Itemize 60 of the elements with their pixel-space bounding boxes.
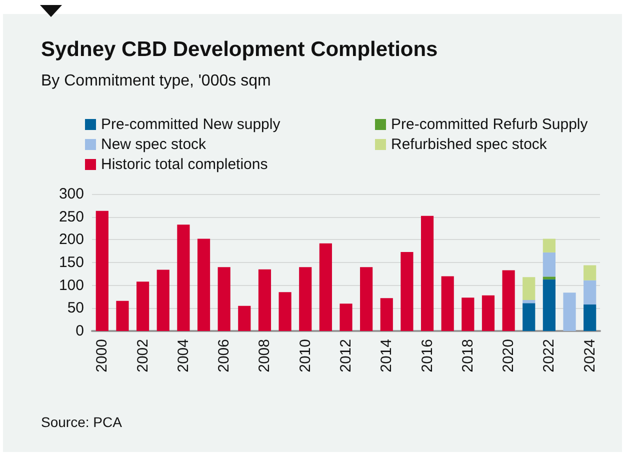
bar — [136, 282, 150, 331]
bar — [116, 300, 129, 331]
bar — [462, 298, 474, 331]
bar — [380, 298, 393, 331]
x-tick-label: 2004 — [174, 339, 192, 372]
bar — [502, 270, 515, 331]
bar — [218, 267, 230, 331]
chart-title: Sydney CBD Development Completions — [41, 38, 438, 61]
bar — [441, 276, 454, 331]
bar — [542, 238, 556, 252]
y-tick-label: 300 — [58, 186, 84, 202]
bar — [584, 265, 596, 280]
bar — [522, 300, 536, 304]
x-tick-label: 2006 — [216, 339, 233, 372]
y-tick-label: 150 — [58, 254, 84, 271]
legend-label: Historic total completions — [101, 156, 268, 173]
bar — [177, 224, 190, 331]
bar — [258, 269, 272, 331]
x-tick-label: 2016 — [418, 339, 436, 372]
bar — [563, 292, 576, 331]
bar — [360, 267, 373, 331]
x-tick-label: 2018 — [459, 339, 476, 372]
x-tick-label: 2008 — [256, 339, 274, 372]
legend-label: Pre-committed New supply — [101, 116, 281, 133]
bar — [584, 304, 596, 331]
x-tick-label: 2022 — [540, 339, 558, 372]
legend-label: New spec stock — [101, 136, 207, 153]
bar — [340, 304, 352, 331]
y-tick-label: 50 — [67, 300, 84, 317]
y-tick-label: 250 — [58, 208, 84, 226]
source-note: Source: PCA — [41, 414, 123, 430]
bar — [197, 238, 210, 331]
bar — [542, 252, 556, 277]
x-tick-label: 2012 — [338, 339, 354, 372]
bar — [299, 267, 312, 331]
legend-label: Pre-committed Refurb Supply — [391, 116, 588, 133]
chart-subtitle: By Commitment type, '000s sqm — [41, 72, 271, 90]
x-tick-label: 2010 — [296, 339, 314, 372]
x-tick-label: 2024 — [581, 339, 598, 372]
y-tick-label: 0 — [76, 322, 84, 340]
bar — [522, 303, 536, 331]
x-tick-label: 2020 — [500, 339, 518, 372]
y-tick-label: 100 — [58, 276, 84, 294]
bar — [542, 276, 556, 280]
x-tick-label: 2014 — [378, 339, 396, 372]
bar — [400, 252, 414, 331]
bar — [238, 306, 251, 331]
x-tick-label: 2002 — [134, 339, 152, 372]
y-tick-label: 200 — [58, 231, 84, 248]
bar — [522, 277, 536, 300]
bar — [542, 279, 556, 331]
bar — [482, 295, 495, 331]
x-tick-label: 2000 — [94, 339, 111, 372]
legend-label: Refurbished spec stock — [391, 136, 548, 153]
bar — [278, 292, 292, 331]
bar — [319, 243, 332, 331]
bar — [96, 210, 108, 331]
bar — [156, 270, 170, 331]
bar — [584, 280, 596, 305]
bar — [420, 216, 434, 331]
